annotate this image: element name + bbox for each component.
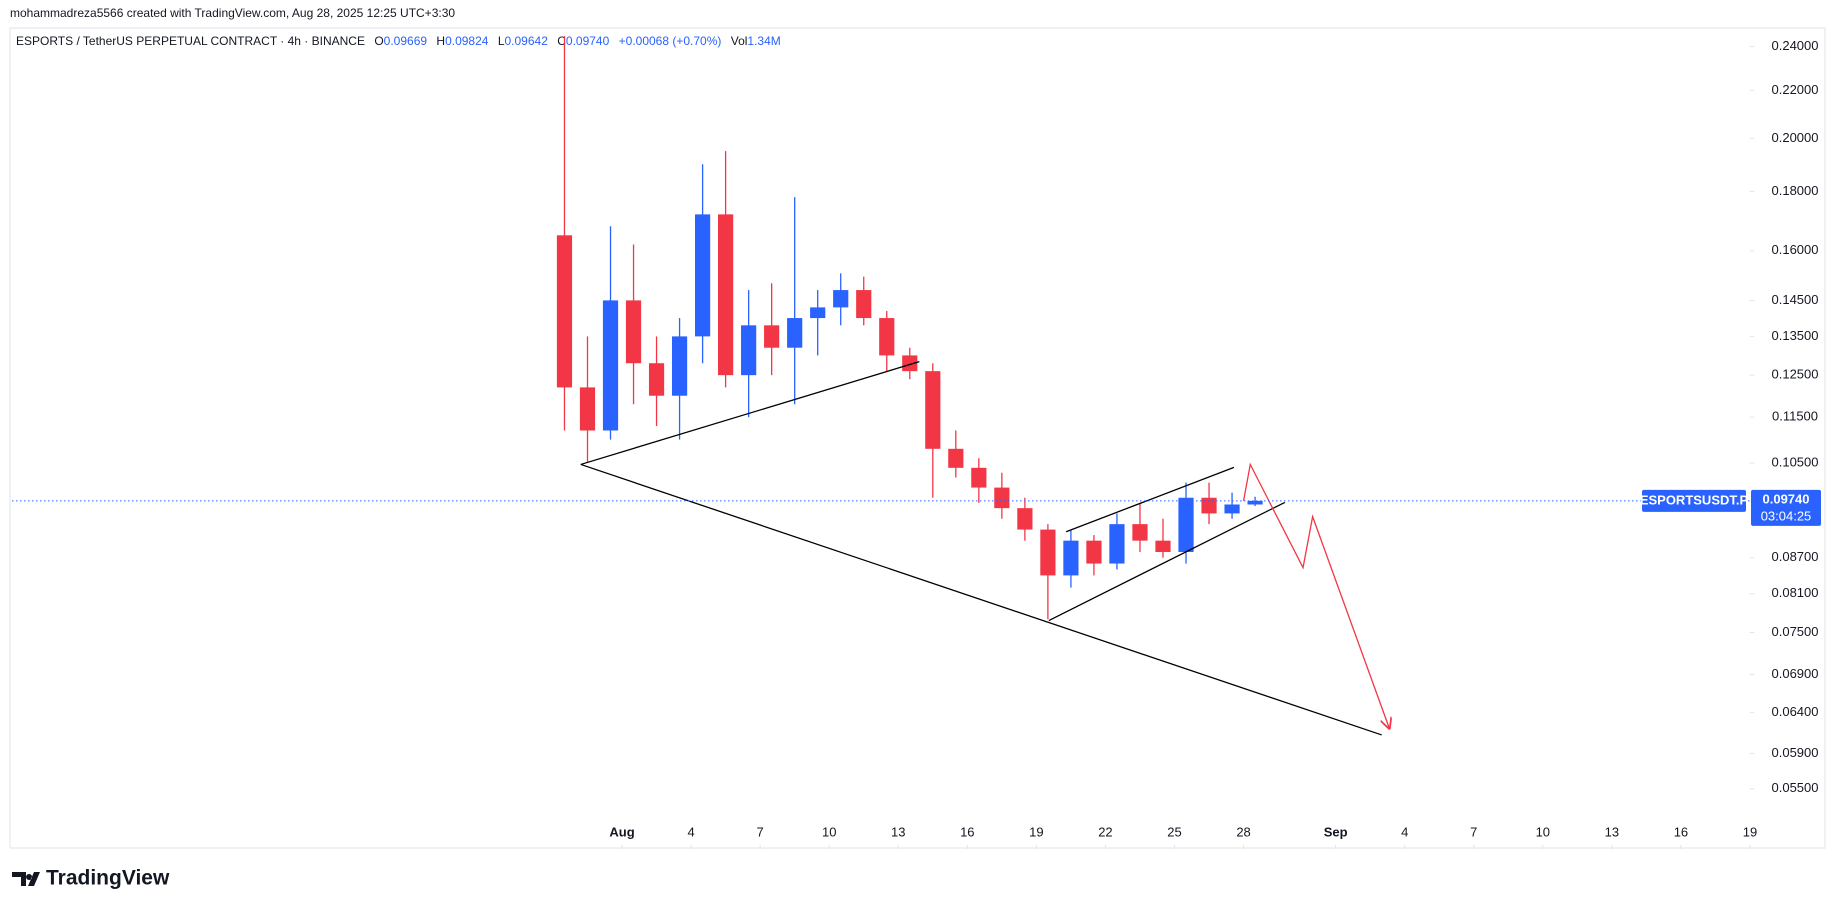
candle-body: [648, 363, 665, 396]
y-tick-label: 0.05900: [1772, 745, 1819, 760]
candle-body: [1224, 504, 1240, 514]
trend-drawing: [1065, 466, 1235, 533]
x-tick-label: 4: [1401, 824, 1408, 839]
x-tick-label: Aug: [609, 824, 634, 839]
candle-body: [718, 214, 734, 376]
x-tick-label: 10: [1536, 824, 1550, 839]
credit: mohammadreza5566 created with TradingVie…: [10, 6, 455, 20]
candle-body: [1086, 540, 1102, 564]
candle-body: [994, 487, 1010, 509]
candle-body: [741, 325, 757, 376]
price-box: [1751, 489, 1821, 526]
y-tick-label: 0.07500: [1772, 624, 1819, 639]
y-tick-label: 0.16000: [1772, 242, 1819, 257]
y-tick-label: 0.06900: [1772, 666, 1819, 681]
y-tick-label: 0.05500: [1772, 780, 1819, 795]
candle-body: [810, 307, 826, 319]
ticker-label: ESPORTSUSDT.P: [1640, 492, 1749, 507]
x-tick-label: 22: [1098, 824, 1112, 839]
candle-body: [902, 355, 918, 372]
y-tick-label: 0.13500: [1772, 328, 1819, 343]
y-tick-label: 0.08700: [1772, 549, 1819, 564]
x-tick-label: 16: [960, 824, 974, 839]
candle-body: [1040, 529, 1056, 576]
y-tick-label: 0.14500: [1772, 292, 1819, 307]
x-tick-label: 25: [1167, 824, 1181, 839]
candle-body: [671, 336, 688, 396]
candle-body: [694, 214, 711, 337]
y-tick-label: 0.24000: [1772, 38, 1819, 53]
candle-body: [1017, 508, 1033, 530]
candle-body: [602, 300, 619, 431]
trend-drawing: [580, 361, 920, 466]
candle-body: [556, 235, 573, 388]
trend-drawing: [1048, 501, 1286, 622]
y-tick-label: 0.18000: [1772, 183, 1819, 198]
pane-frame: [9, 27, 1826, 849]
x-tick-label: 19: [1743, 824, 1757, 839]
x-tick-label: 19: [1029, 824, 1043, 839]
y-tick-label: 0.12500: [1772, 367, 1819, 382]
candle-body: [879, 318, 895, 356]
logo-text: TradingView: [46, 867, 170, 890]
price-label: 0.09740: [1763, 491, 1810, 506]
countdown: 03:04:25: [1761, 508, 1812, 523]
logo: TradingView: [12, 867, 170, 890]
candle-body: [1201, 497, 1217, 514]
candle-body: [1063, 540, 1079, 576]
candle-body: [1132, 524, 1148, 541]
x-tick-label: 7: [1470, 824, 1477, 839]
trend-drawing: [1242, 462, 1390, 728]
x-tick-label: 28: [1236, 824, 1250, 839]
y-tick-label: 0.11500: [1772, 409, 1818, 424]
candle-body: [764, 325, 780, 348]
x-tick-label: 4: [687, 824, 694, 839]
x-tick-label: Sep: [1324, 824, 1348, 839]
candle-body: [579, 387, 596, 431]
x-tick-label: 10: [822, 824, 836, 839]
x-tick-label: 16: [1674, 824, 1688, 839]
y-tick-label: 0.10500: [1772, 454, 1819, 469]
trend-drawing: [580, 463, 1382, 736]
y-tick-label: 0.20000: [1772, 130, 1819, 145]
candle-body: [787, 318, 803, 348]
x-tick-label: 13: [891, 824, 905, 839]
y-tick-label: 0.08100: [1772, 585, 1819, 600]
candle-body: [833, 290, 849, 308]
candle-body: [971, 467, 987, 488]
y-tick-label: 0.06400: [1772, 704, 1819, 719]
y-tick-label: 0.22000: [1772, 82, 1819, 97]
candle-body: [1155, 540, 1171, 552]
x-tick-label: 7: [757, 824, 764, 839]
candle-body: [1247, 500, 1263, 505]
ticker-box: [1642, 489, 1746, 512]
candle-body: [1109, 524, 1125, 564]
x-tick-label: 13: [1605, 824, 1619, 839]
candle-body: [948, 448, 964, 468]
candle-body: [925, 371, 941, 449]
candle-body: [856, 290, 872, 319]
candle-body: [1178, 497, 1194, 552]
legend: ESPORTS / TetherUS PERPETUAL CONTRACT · …: [16, 34, 781, 48]
candle-body: [625, 300, 642, 364]
